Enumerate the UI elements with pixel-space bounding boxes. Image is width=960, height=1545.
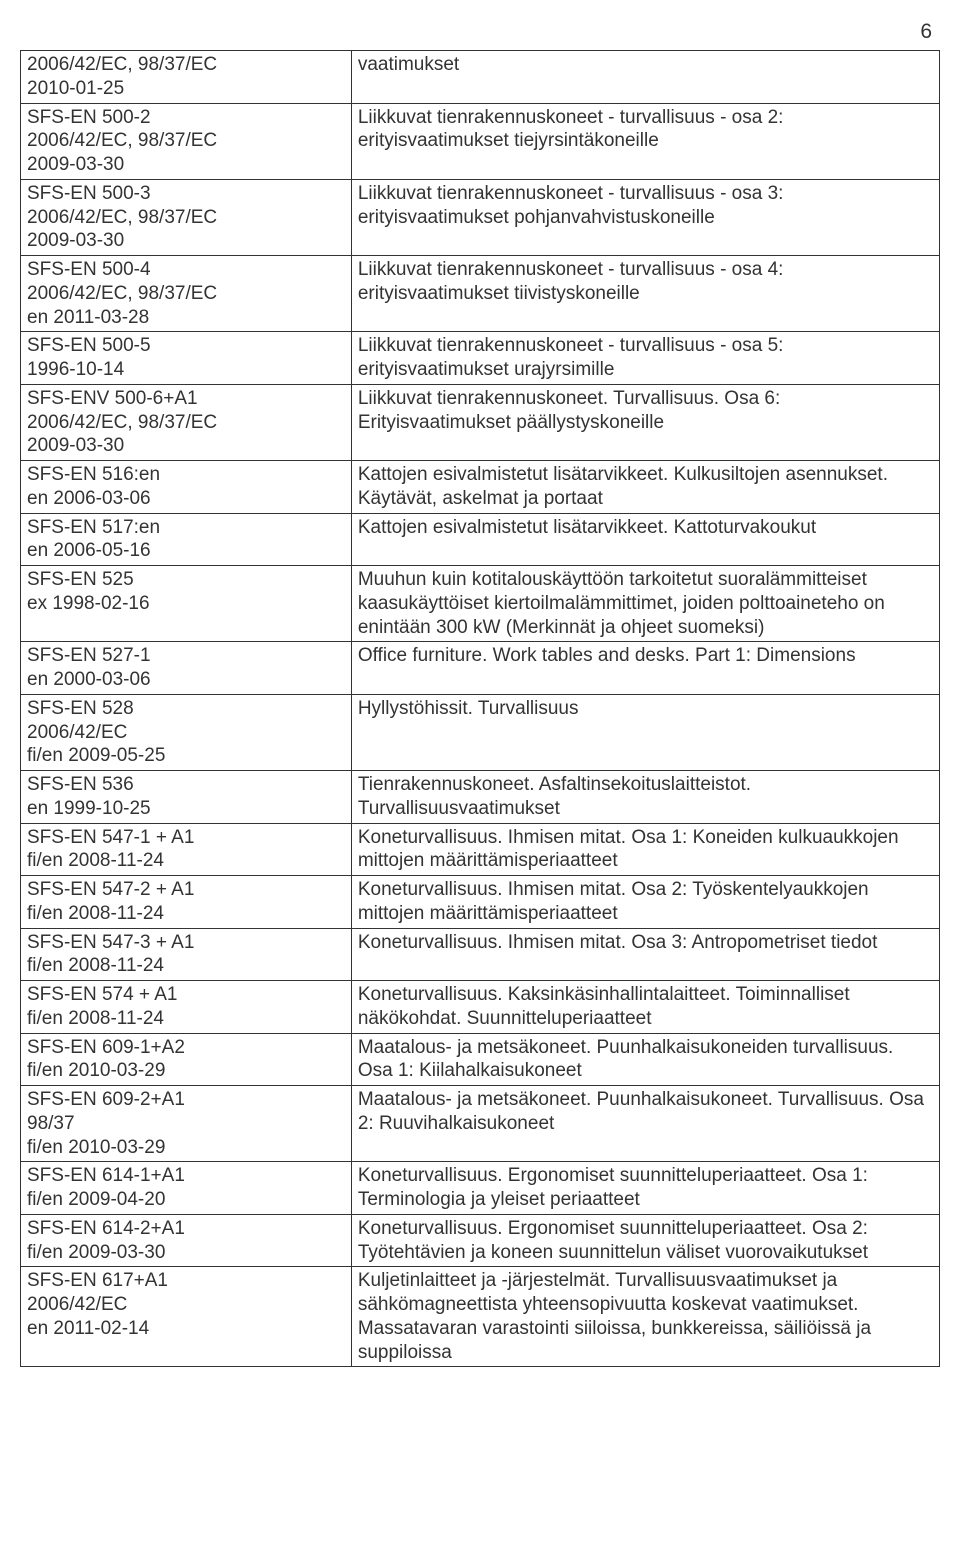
table-row: SFS-EN 547-2 + A1 fi/en 2008-11-24Konetu… <box>21 876 940 929</box>
standard-id-cell: SFS-EN 609-1+A2 fi/en 2010-03-29 <box>21 1033 352 1086</box>
standard-id-cell: SFS-ENV 500-6+A1 2006/42/EC, 98/37/EC 20… <box>21 384 352 460</box>
table-row: SFS-EN 574 + A1 fi/en 2008-11-24Koneturv… <box>21 981 940 1034</box>
standard-id-cell: SFS-EN 617+A1 2006/42/EC en 2011-02-14 <box>21 1267 352 1367</box>
standard-id-cell: SFS-EN 500-2 2006/42/EC, 98/37/EC 2009-0… <box>21 103 352 179</box>
table-row: SFS-ENV 500-6+A1 2006/42/EC, 98/37/EC 20… <box>21 384 940 460</box>
table-row: SFS-EN 516:en en 2006-03-06Kattojen esiv… <box>21 461 940 514</box>
description-cell: Liikkuvat tienrakennuskoneet - turvallis… <box>351 179 939 255</box>
table-row: SFS-EN 525 ex 1998-02-16Muuhun kuin koti… <box>21 566 940 642</box>
description-cell: Maatalous- ja metsäkoneet. Puunhalkaisuk… <box>351 1086 939 1162</box>
table-row: SFS-EN 500-2 2006/42/EC, 98/37/EC 2009-0… <box>21 103 940 179</box>
description-cell: Tienrakennuskoneet. Asfaltinsekoituslait… <box>351 771 939 824</box>
table-row: SFS-EN 614-2+A1 fi/en 2009-03-30Koneturv… <box>21 1214 940 1267</box>
description-cell: Muuhun kuin kotitalouskäyttöön tarkoitet… <box>351 566 939 642</box>
table-row: SFS-EN 614-1+A1 fi/en 2009-04-20Koneturv… <box>21 1162 940 1215</box>
description-cell: Liikkuvat tienrakennuskoneet - turvallis… <box>351 256 939 332</box>
standard-id-cell: SFS-EN 614-2+A1 fi/en 2009-03-30 <box>21 1214 352 1267</box>
table-row: SFS-EN 547-1 + A1 fi/en 2008-11-24Konetu… <box>21 823 940 876</box>
standard-id-cell: SFS-EN 527-1 en 2000-03-06 <box>21 642 352 695</box>
table-row: SFS-EN 528 2006/42/EC fi/en 2009-05-25Hy… <box>21 694 940 770</box>
standard-id-cell: SFS-EN 574 + A1 fi/en 2008-11-24 <box>21 981 352 1034</box>
standard-id-cell: SFS-EN 500-4 2006/42/EC, 98/37/EC en 201… <box>21 256 352 332</box>
description-cell: Koneturvallisuus. Ihmisen mitat. Osa 1: … <box>351 823 939 876</box>
description-cell: Kuljetinlaitteet ja -järjestelmät. Turva… <box>351 1267 939 1367</box>
description-cell: Liikkuvat tienrakennuskoneet - turvallis… <box>351 332 939 385</box>
table-row: SFS-EN 536 en 1999-10-25Tienrakennuskone… <box>21 771 940 824</box>
standard-id-cell: SFS-EN 517:en en 2006-05-16 <box>21 513 352 566</box>
table-row: SFS-EN 609-2+A1 98/37 fi/en 2010-03-29Ma… <box>21 1086 940 1162</box>
table-row: SFS-EN 500-3 2006/42/EC, 98/37/EC 2009-0… <box>21 179 940 255</box>
standard-id-cell: SFS-EN 547-3 + A1 fi/en 2008-11-24 <box>21 928 352 981</box>
standard-id-cell: SFS-EN 614-1+A1 fi/en 2009-04-20 <box>21 1162 352 1215</box>
standard-id-cell: SFS-EN 500-3 2006/42/EC, 98/37/EC 2009-0… <box>21 179 352 255</box>
standard-id-cell: SFS-EN 525 ex 1998-02-16 <box>21 566 352 642</box>
description-cell: vaatimukset <box>351 51 939 104</box>
table-row: SFS-EN 617+A1 2006/42/EC en 2011-02-14Ku… <box>21 1267 940 1367</box>
table-row: SFS-EN 609-1+A2 fi/en 2010-03-29Maatalou… <box>21 1033 940 1086</box>
table-row: 2006/42/EC, 98/37/EC 2010-01-25vaatimuks… <box>21 51 940 104</box>
description-cell: Koneturvallisuus. Ergonomiset suunnittel… <box>351 1162 939 1215</box>
standard-id-cell: 2006/42/EC, 98/37/EC 2010-01-25 <box>21 51 352 104</box>
page: 6 2006/42/EC, 98/37/EC 2010-01-25vaatimu… <box>0 0 960 1387</box>
standards-table: 2006/42/EC, 98/37/EC 2010-01-25vaatimuks… <box>20 50 940 1367</box>
table-row: SFS-EN 517:en en 2006-05-16Kattojen esiv… <box>21 513 940 566</box>
standard-id-cell: SFS-EN 536 en 1999-10-25 <box>21 771 352 824</box>
standard-id-cell: SFS-EN 547-2 + A1 fi/en 2008-11-24 <box>21 876 352 929</box>
standard-id-cell: SFS-EN 609-2+A1 98/37 fi/en 2010-03-29 <box>21 1086 352 1162</box>
description-cell: Kattojen esivalmistetut lisätarvikkeet. … <box>351 513 939 566</box>
standard-id-cell: SFS-EN 547-1 + A1 fi/en 2008-11-24 <box>21 823 352 876</box>
description-cell: Koneturvallisuus. Ergonomiset suunnittel… <box>351 1214 939 1267</box>
description-cell: Maatalous- ja metsäkoneet. Puunhalkaisuk… <box>351 1033 939 1086</box>
description-cell: Office furniture. Work tables and desks.… <box>351 642 939 695</box>
description-cell: Koneturvallisuus. Ihmisen mitat. Osa 2: … <box>351 876 939 929</box>
description-cell: Liikkuvat tienrakennuskoneet - turvallis… <box>351 103 939 179</box>
page-number: 6 <box>20 20 940 44</box>
description-cell: Koneturvallisuus. Kaksinkäsinhallintalai… <box>351 981 939 1034</box>
description-cell: Hyllystöhissit. Turvallisuus <box>351 694 939 770</box>
table-row: SFS-EN 527-1 en 2000-03-06Office furnitu… <box>21 642 940 695</box>
description-cell: Liikkuvat tienrakennuskoneet. Turvallisu… <box>351 384 939 460</box>
table-row: SFS-EN 547-3 + A1 fi/en 2008-11-24Konetu… <box>21 928 940 981</box>
standard-id-cell: SFS-EN 500-5 1996-10-14 <box>21 332 352 385</box>
standard-id-cell: SFS-EN 528 2006/42/EC fi/en 2009-05-25 <box>21 694 352 770</box>
standard-id-cell: SFS-EN 516:en en 2006-03-06 <box>21 461 352 514</box>
table-row: SFS-EN 500-4 2006/42/EC, 98/37/EC en 201… <box>21 256 940 332</box>
description-cell: Kattojen esivalmistetut lisätarvikkeet. … <box>351 461 939 514</box>
description-cell: Koneturvallisuus. Ihmisen mitat. Osa 3: … <box>351 928 939 981</box>
table-row: SFS-EN 500-5 1996-10-14Liikkuvat tienrak… <box>21 332 940 385</box>
